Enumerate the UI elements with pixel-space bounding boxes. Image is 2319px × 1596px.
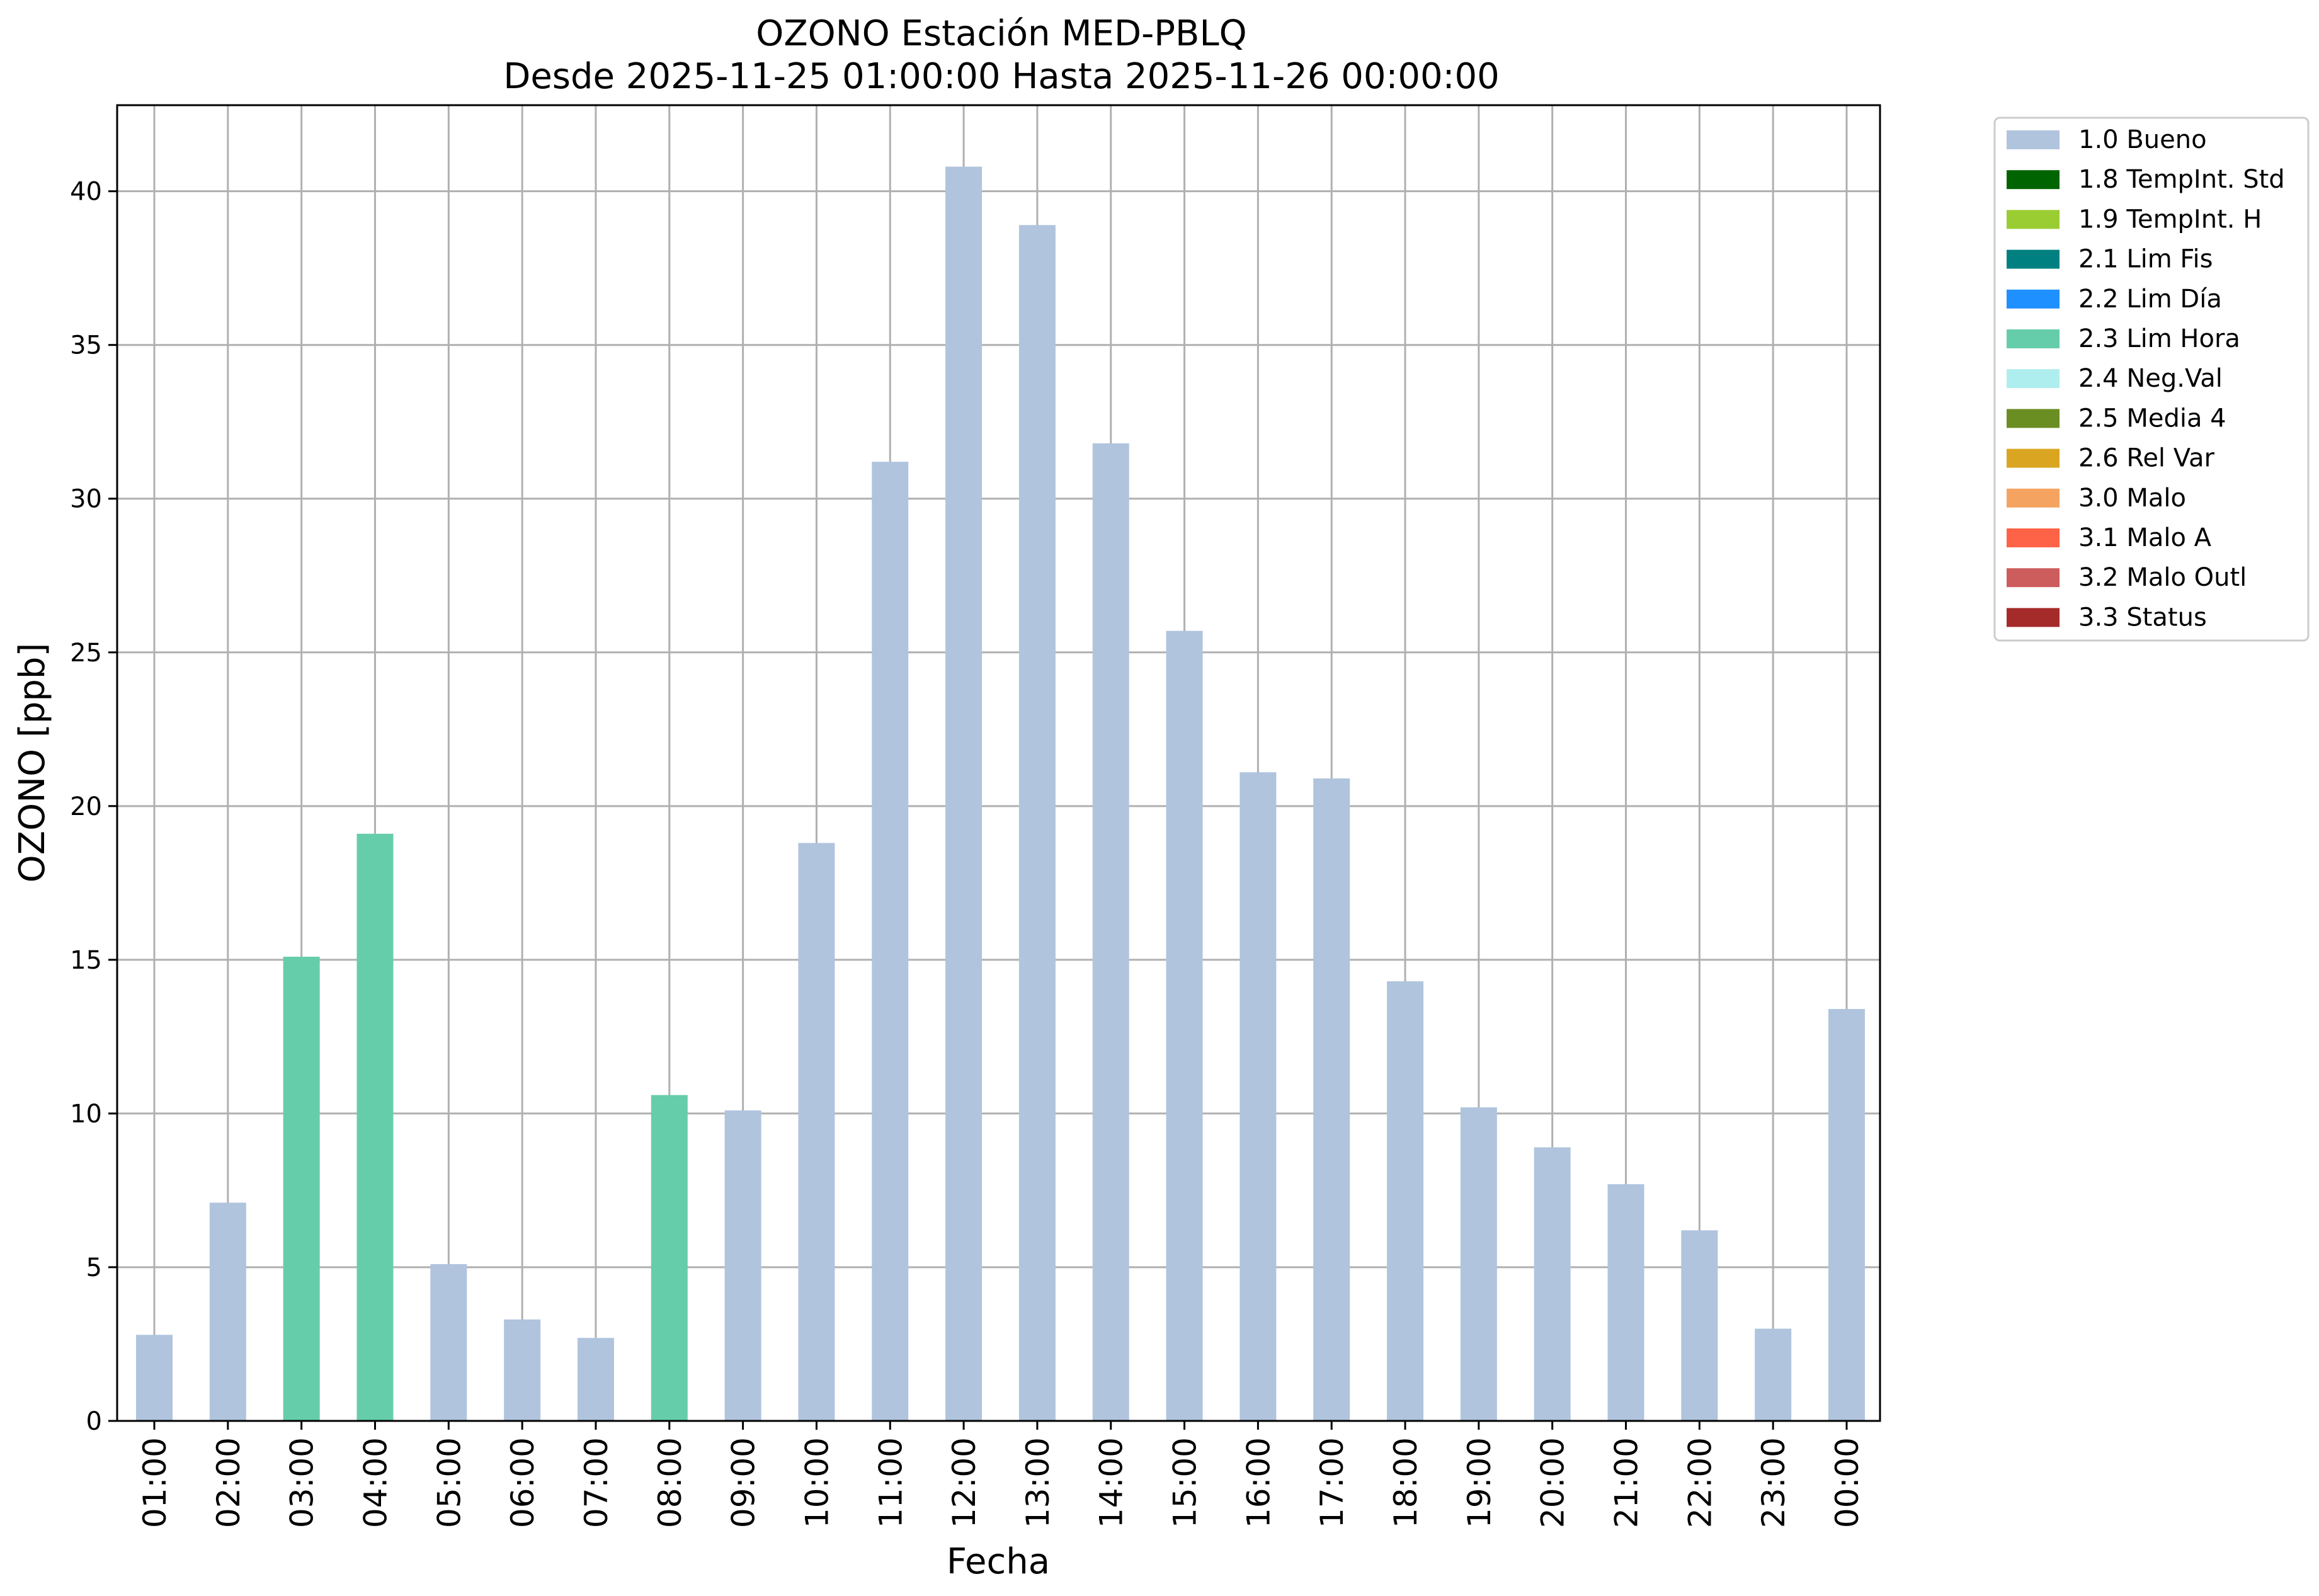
x-tick-label: 04:00 [357,1437,394,1528]
legend-label: 3.2 Malo Outl [2078,563,2247,592]
legend-swatch [2007,448,2060,468]
x-tick-label: 13:00 [1020,1437,1056,1528]
bar [430,1264,467,1421]
x-tick-label: 03:00 [284,1437,321,1528]
legend-swatch [2007,528,2060,547]
bar [136,1335,173,1421]
y-axis-ticks: 0 5 10 15 20 25 30 35 40 [70,178,117,1436]
x-tick-label: 00:00 [1829,1437,1866,1528]
bar [724,1110,761,1421]
bar [1313,778,1350,1421]
legend-swatch [2007,369,2060,389]
bar [872,462,909,1422]
bar [945,166,983,1421]
legend-label: 2.2 Lim Día [2078,285,2222,314]
legend-label: 2.1 Lim Fis [2078,245,2213,274]
y-axis-label: OZONO [ppb] [12,643,53,883]
x-tick-label: 08:00 [652,1437,688,1528]
x-tick-label: 16:00 [1240,1437,1277,1528]
legend-swatch [2007,170,2060,190]
bar [1387,981,1424,1421]
x-tick-label: 22:00 [1682,1437,1718,1528]
legend-swatch [2007,409,2060,428]
x-tick-label: 11:00 [872,1437,909,1528]
x-tick-label: 21:00 [1609,1437,1645,1528]
legend: 1.0 Bueno 1.8 TempInt. Std 1.9 TempInt. H 2… [1993,117,2310,642]
bar [1534,1147,1571,1421]
bar [1828,1008,1865,1421]
x-tick-label: 17:00 [1314,1437,1350,1528]
legend-label: 1.8 TempInt. Std [2078,165,2285,194]
bar [1018,225,1056,1422]
legend-label: 2.4 Neg.Val [2078,364,2223,393]
legend-label: 3.3 Status [2078,603,2207,632]
bar-series [136,166,1865,1422]
x-tick-label: 15:00 [1167,1437,1204,1528]
legend-label: 2.6 Rel Var [2078,444,2215,473]
x-tick-label: 12:00 [946,1437,983,1528]
x-tick-label: 19:00 [1461,1437,1498,1528]
legend-label: 3.1 Malo A [2078,523,2212,552]
y-tick-label: 25 [70,639,102,668]
plot-frame [116,104,1881,1422]
x-tick-label: 10:00 [799,1437,835,1528]
bar [651,1095,688,1421]
y-tick-label: 40 [70,178,102,207]
legend-label: 1.9 TempInt. H [2078,205,2262,234]
x-tick-label: 23:00 [1755,1437,1792,1528]
legend-swatch [2007,249,2060,269]
y-tick-label: 30 [70,485,102,514]
chart-subtitle: Desde 2025-11-25 01:00:00 Hasta 2025-11-… [503,56,1500,97]
x-tick-label: 18:00 [1387,1437,1424,1528]
legend-swatch [2007,210,2060,229]
y-tick-label: 20 [70,792,102,821]
bar [356,833,394,1421]
legend-swatch [2007,289,2060,309]
legend-swatch [2007,130,2060,149]
legend-label: 2.3 Lim Hora [2078,324,2240,353]
x-axis-ticks: 01:00 02:00 03:00 04:00 05:00 06:00 07:00 08:00… [137,1421,1866,1528]
bar [1166,630,1203,1422]
bar [798,843,835,1421]
x-tick-label: 07:00 [578,1437,615,1528]
legend-swatch [2007,568,2060,588]
bar [1460,1107,1497,1421]
x-tick-label: 09:00 [726,1437,762,1528]
x-tick-label: 06:00 [504,1437,541,1528]
x-tick-label: 05:00 [431,1437,467,1528]
chart-title: OZONO Estación MED-PBLQ [756,13,1247,54]
y-tick-label: 10 [70,1100,102,1129]
bar [1239,772,1277,1421]
x-tick-label: 01:00 [137,1437,173,1528]
x-tick-label: 20:00 [1535,1437,1571,1528]
legend-swatch [2007,608,2060,627]
x-axis-label: Fecha [947,1541,1050,1582]
legend-swatch [2007,488,2060,508]
bar [577,1338,614,1421]
legend-frame [1993,117,2310,642]
bar [283,956,320,1421]
bar [1607,1184,1644,1421]
bar [1681,1230,1718,1421]
y-tick-label: 0 [86,1407,102,1436]
bar [1755,1328,1792,1421]
y-tick-label: 35 [70,331,102,360]
bar [1092,443,1129,1421]
legend-label: 1.0 Bueno [2078,125,2207,154]
legend-label: 2.5 Media 4 [2078,404,2226,433]
legend-label: 3.0 Malo [2078,484,2186,513]
x-tick-label: 14:00 [1093,1437,1130,1528]
x-tick-label: 02:00 [210,1437,247,1528]
y-tick-label: 5 [86,1253,102,1282]
y-tick-label: 15 [70,946,102,975]
legend-swatch [2007,329,2060,348]
bar [209,1202,246,1421]
bar [504,1319,541,1421]
